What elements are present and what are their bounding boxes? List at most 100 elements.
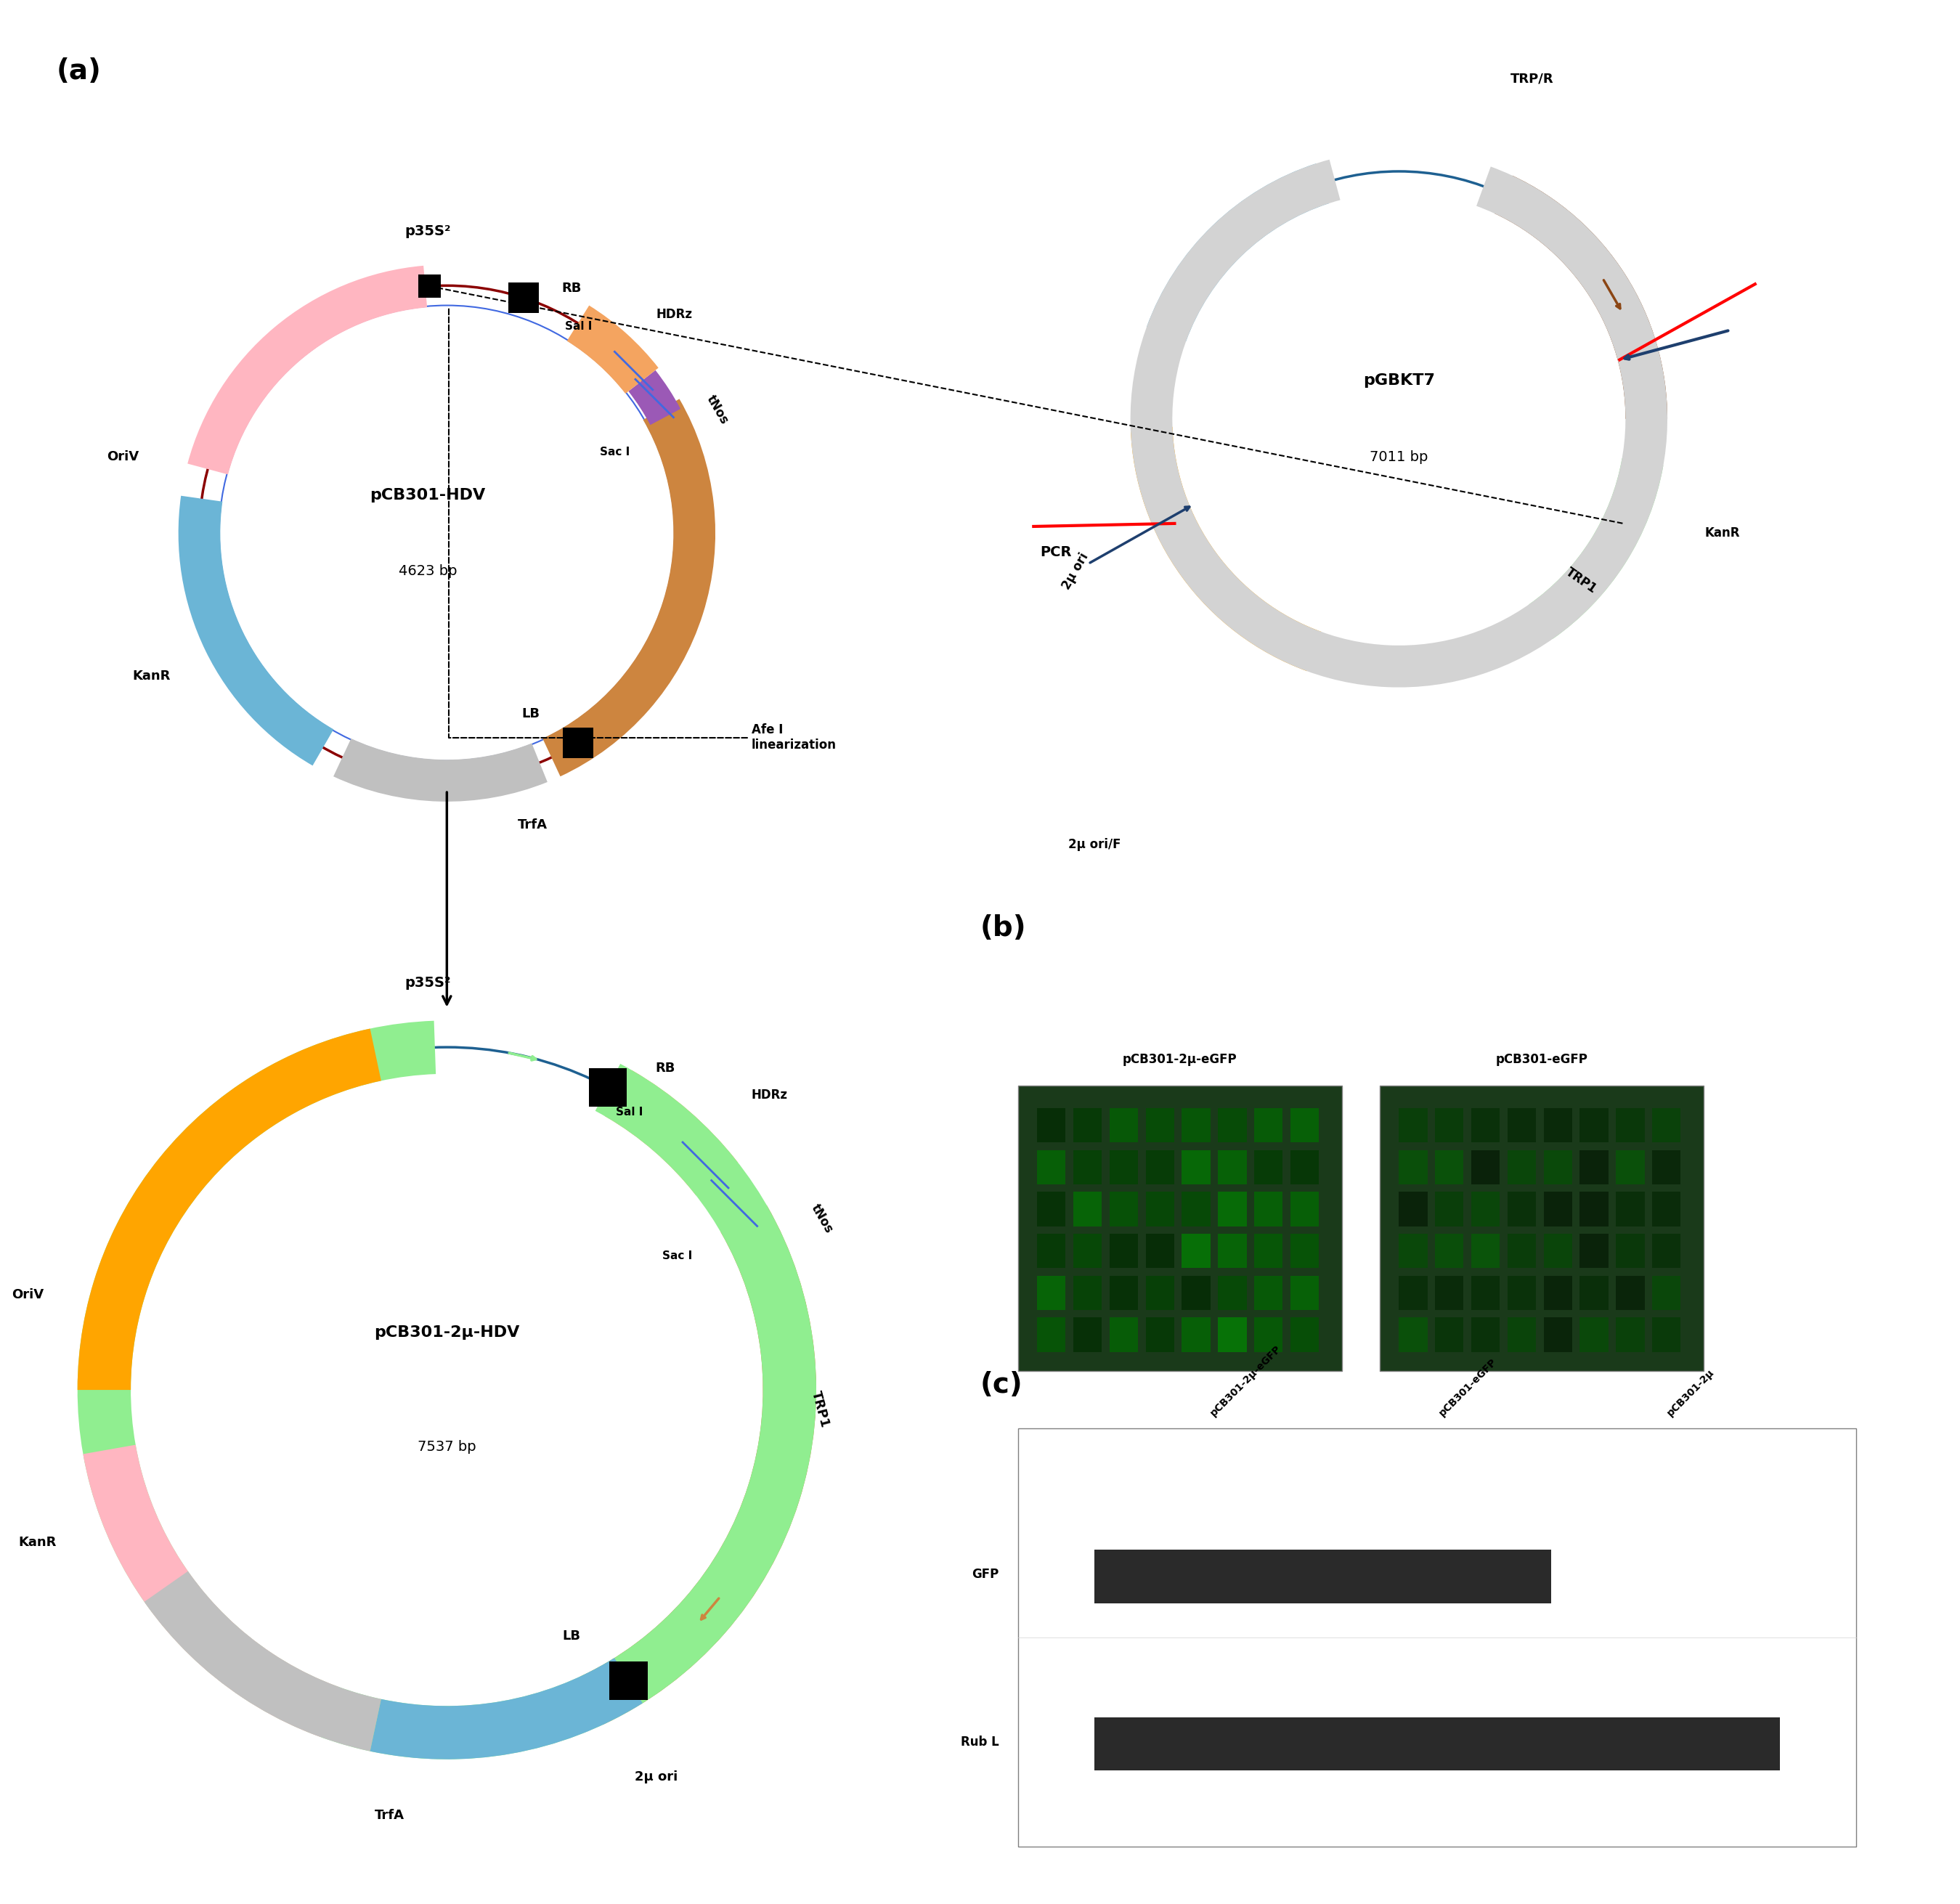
Text: pCB301-2μ: pCB301-2μ — [1666, 1367, 1717, 1418]
Bar — [417, 274, 441, 297]
Wedge shape — [566, 305, 659, 394]
Bar — [1182, 1234, 1211, 1268]
Bar — [1147, 1108, 1174, 1142]
Bar — [1507, 1108, 1537, 1142]
Bar — [1652, 1192, 1682, 1226]
Text: OriV: OriV — [12, 1289, 43, 1300]
Wedge shape — [1495, 175, 1668, 419]
Bar — [1290, 1150, 1319, 1184]
Bar — [1399, 1234, 1427, 1268]
Bar — [1109, 1234, 1139, 1268]
Wedge shape — [78, 1021, 815, 1759]
Bar — [1074, 1108, 1102, 1142]
Bar — [1147, 1276, 1174, 1310]
Bar — [1290, 1108, 1319, 1142]
Text: p35S²: p35S² — [406, 977, 451, 990]
Bar — [1399, 1192, 1427, 1226]
Text: tNos: tNos — [704, 392, 731, 426]
Wedge shape — [700, 1165, 768, 1240]
Bar — [1109, 1108, 1139, 1142]
Bar — [1580, 1234, 1609, 1268]
Text: pCB301-2μ-eGFP: pCB301-2μ-eGFP — [1209, 1344, 1284, 1418]
Bar — [1580, 1276, 1609, 1310]
Text: 2μ ori: 2μ ori — [635, 1771, 678, 1784]
Text: pCB301-HDV: pCB301-HDV — [370, 487, 486, 503]
Text: GFP: GFP — [972, 1569, 1000, 1580]
Text: pCB301-eGFP: pCB301-eGFP — [1437, 1358, 1499, 1418]
Wedge shape — [82, 1445, 339, 1736]
Text: RB: RB — [561, 282, 582, 295]
Bar — [1580, 1192, 1609, 1226]
Text: 2μ ori: 2μ ori — [1060, 550, 1092, 592]
Bar — [1182, 1150, 1211, 1184]
Bar — [1399, 1318, 1427, 1352]
Bar — [1615, 1318, 1644, 1352]
Text: tNos: tNos — [809, 1201, 835, 1236]
Text: Rub L: Rub L — [960, 1736, 1000, 1748]
Bar — [1472, 1150, 1499, 1184]
Wedge shape — [333, 739, 547, 802]
Bar — [1074, 1276, 1102, 1310]
Bar — [1615, 1108, 1644, 1142]
Bar — [1652, 1234, 1682, 1268]
Bar — [1037, 1192, 1066, 1226]
Bar — [1550, 1717, 1780, 1771]
Bar — [1074, 1234, 1102, 1268]
Bar — [1435, 1318, 1464, 1352]
Bar — [1435, 1276, 1464, 1310]
Bar — [1615, 1276, 1644, 1310]
Bar — [1615, 1150, 1644, 1184]
Bar — [1472, 1318, 1499, 1352]
Text: Sal I: Sal I — [564, 320, 592, 331]
Bar — [1217, 1276, 1247, 1310]
Bar — [1109, 1318, 1139, 1352]
Bar — [1037, 1150, 1066, 1184]
Bar — [1472, 1192, 1499, 1226]
Bar — [1017, 1428, 1856, 1847]
Bar — [1182, 1318, 1211, 1352]
Text: 2μ ori/F: 2μ ori/F — [1068, 838, 1121, 851]
Bar — [1182, 1192, 1211, 1226]
Bar — [1254, 1318, 1282, 1352]
Text: HDRz: HDRz — [751, 1089, 788, 1101]
Text: Sal I: Sal I — [615, 1106, 643, 1118]
Bar — [1037, 1276, 1066, 1310]
Wedge shape — [1131, 426, 1321, 670]
Bar — [1472, 1108, 1499, 1142]
Bar — [1182, 1276, 1211, 1310]
Bar — [1544, 1276, 1572, 1310]
Bar — [1290, 1234, 1319, 1268]
Bar — [1074, 1192, 1102, 1226]
Bar — [1615, 1234, 1644, 1268]
Bar — [1094, 1550, 1323, 1603]
Bar — [1254, 1150, 1282, 1184]
Bar — [1652, 1108, 1682, 1142]
Bar — [1147, 1192, 1174, 1226]
Bar — [1254, 1276, 1282, 1310]
Wedge shape — [1147, 164, 1329, 341]
Text: OriV: OriV — [108, 451, 139, 463]
Text: pGBKT7: pGBKT7 — [1362, 373, 1435, 388]
Bar — [1254, 1234, 1282, 1268]
Wedge shape — [78, 1028, 380, 1390]
Bar — [1017, 1085, 1343, 1371]
Text: pCB301-2μ-HDV: pCB301-2μ-HDV — [374, 1325, 519, 1340]
Text: (b): (b) — [980, 914, 1027, 941]
Text: 7537 bp: 7537 bp — [417, 1439, 476, 1455]
Bar — [1109, 1276, 1139, 1310]
Bar — [1323, 1717, 1550, 1771]
Text: HDRz: HDRz — [657, 308, 692, 320]
Wedge shape — [629, 369, 680, 425]
Text: TrfA: TrfA — [374, 1809, 404, 1822]
Bar — [1323, 1550, 1550, 1603]
Wedge shape — [145, 1571, 380, 1752]
Bar — [1507, 1276, 1537, 1310]
Bar — [1507, 1192, 1537, 1226]
Bar — [1290, 1192, 1319, 1226]
Bar — [1094, 1717, 1323, 1771]
Bar — [1254, 1192, 1282, 1226]
Bar — [1580, 1318, 1609, 1352]
Text: LB: LB — [521, 706, 539, 720]
Bar — [1217, 1234, 1247, 1268]
Text: 7011 bp: 7011 bp — [1370, 449, 1429, 465]
